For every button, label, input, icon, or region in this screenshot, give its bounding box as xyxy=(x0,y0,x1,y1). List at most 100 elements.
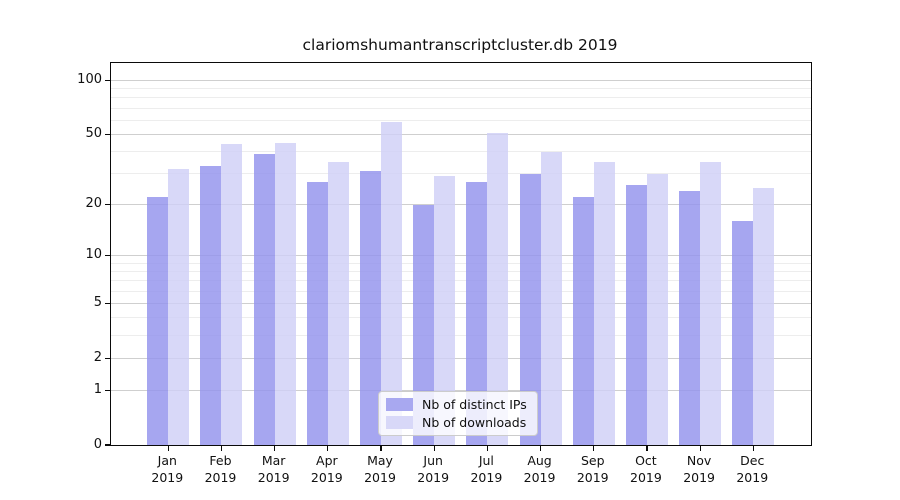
y-tick-label: 0 xyxy=(93,436,102,452)
x-tick-month: Oct xyxy=(635,453,657,468)
bar-nb-of-distinct-ips-jan xyxy=(147,197,169,445)
x-axis-tick xyxy=(699,446,701,452)
x-tick-label-feb: Feb 2019 xyxy=(190,452,250,486)
gridline-minor xyxy=(111,173,811,175)
x-tick-year: 2019 xyxy=(470,470,503,485)
y-axis-tick xyxy=(104,203,110,206)
bar-nb-of-distinct-ips-jun xyxy=(413,204,435,445)
gridline-major xyxy=(111,302,811,304)
legend-item-downloads: Nb of downloads xyxy=(386,415,527,430)
gridline-minor xyxy=(111,317,811,319)
x-axis-tick xyxy=(646,446,648,452)
x-axis-tick xyxy=(327,446,329,452)
x-tick-label-nov: Nov 2019 xyxy=(669,452,729,486)
x-tick-label-mar: Mar 2019 xyxy=(244,452,304,486)
y-tick-label: 10 xyxy=(85,247,102,263)
y-tick-label: 2 xyxy=(93,349,102,365)
gridline-minor xyxy=(111,88,811,90)
bar-nb-of-downloads-jan xyxy=(168,168,190,445)
gridline-minor xyxy=(111,97,811,99)
bar-nb-of-distinct-ips-dec xyxy=(732,221,754,445)
x-tick-label-aug: Aug 2019 xyxy=(510,452,570,486)
x-tick-month: May xyxy=(367,453,393,468)
x-tick-label-may: May 2019 xyxy=(350,452,410,486)
x-tick-month: Dec xyxy=(740,453,765,468)
gridline-minor xyxy=(111,262,811,264)
legend: Nb of distinct IPs Nb of downloads xyxy=(378,391,538,436)
x-tick-year: 2019 xyxy=(364,470,396,485)
y-tick-label: 1 xyxy=(93,381,102,397)
x-tick-year: 2019 xyxy=(736,470,769,485)
bar-nb-of-downloads-sep xyxy=(593,161,615,445)
y-axis-tick xyxy=(104,444,110,446)
bar-nb-of-downloads-feb xyxy=(221,144,243,445)
x-tick-label-oct: Oct 2019 xyxy=(616,452,676,486)
x-tick-month: Feb xyxy=(209,453,232,468)
x-tick-month: Jul xyxy=(478,453,494,468)
bar-nb-of-downloads-dec xyxy=(753,187,775,445)
gridline-major xyxy=(111,79,811,81)
y-axis-tick xyxy=(104,357,110,359)
bar-nb-of-distinct-ips-apr xyxy=(306,181,328,445)
bar-nb-of-distinct-ips-jul xyxy=(466,181,488,445)
bar-nb-of-downloads-jul xyxy=(487,132,509,445)
x-axis-tick xyxy=(433,446,435,452)
bar-nb-of-downloads-aug xyxy=(540,151,562,445)
x-tick-label-sep: Sep 2019 xyxy=(563,452,623,486)
x-tick-month: Apr xyxy=(316,453,338,468)
x-tick-month: Sep xyxy=(580,453,605,468)
gridline-minor xyxy=(111,335,811,336)
legend-item-distinct-ips: Nb of distinct IPs xyxy=(386,397,527,412)
y-tick-label: 50 xyxy=(85,125,102,141)
x-tick-year: 2019 xyxy=(204,470,237,485)
y-tick-label: 100 xyxy=(77,71,102,87)
x-tick-month: Jan xyxy=(157,453,177,468)
x-tick-year: 2019 xyxy=(417,470,450,485)
legend-swatch-distinct-ips xyxy=(386,398,413,411)
gridline-major xyxy=(111,357,811,359)
bar-nb-of-distinct-ips-mar xyxy=(253,153,275,445)
x-tick-label-dec: Dec 2019 xyxy=(722,452,782,486)
gridline-minor xyxy=(111,151,811,153)
x-tick-year: 2019 xyxy=(683,470,715,485)
y-axis-tick xyxy=(104,389,110,391)
gridline-major xyxy=(111,133,811,135)
x-tick-label-jul: Jul 2019 xyxy=(456,452,516,486)
gridline-minor xyxy=(111,280,811,282)
gridline-major xyxy=(111,204,811,206)
legend-label-distinct-ips: Nb of distinct IPs xyxy=(422,397,527,412)
bar-nb-of-downloads-may xyxy=(381,121,403,445)
bar-nb-of-distinct-ips-may xyxy=(360,171,382,445)
y-axis-tick xyxy=(104,302,110,305)
x-tick-year: 2019 xyxy=(151,470,184,485)
chart-title: clariomshumantranscriptcluster.db 2019 xyxy=(302,36,618,54)
legend-label-downloads: Nb of downloads xyxy=(422,415,527,430)
plot-area xyxy=(104,62,812,452)
bar-nb-of-downloads-oct xyxy=(646,173,668,445)
x-tick-year: 2019 xyxy=(523,470,556,485)
bar-nb-of-downloads-jun xyxy=(434,176,456,445)
x-axis-tick xyxy=(539,446,542,452)
x-tick-label-jan: Jan 2019 xyxy=(137,452,197,486)
gridline-major xyxy=(111,389,811,391)
y-axis-tick xyxy=(104,79,110,82)
y-tick-label: 5 xyxy=(93,294,102,310)
bar-nb-of-distinct-ips-aug xyxy=(519,173,541,445)
gridline-minor xyxy=(111,107,811,109)
x-tick-year: 2019 xyxy=(576,470,609,485)
x-axis-tick xyxy=(486,446,488,452)
x-axis-tick xyxy=(167,446,169,452)
bar-nb-of-distinct-ips-nov xyxy=(679,190,701,445)
x-tick-month: Aug xyxy=(527,453,552,468)
x-tick-month: Mar xyxy=(261,453,286,468)
gridline-minor xyxy=(111,119,811,121)
bar-nb-of-downloads-apr xyxy=(327,161,349,445)
x-axis-tick xyxy=(380,446,382,452)
gridline-major xyxy=(111,255,811,257)
x-tick-year: 2019 xyxy=(630,470,662,485)
x-tick-year: 2019 xyxy=(257,470,290,485)
y-tick-label: 20 xyxy=(85,196,102,212)
x-tick-month: Nov xyxy=(686,453,712,468)
bar-nb-of-distinct-ips-feb xyxy=(200,166,222,445)
